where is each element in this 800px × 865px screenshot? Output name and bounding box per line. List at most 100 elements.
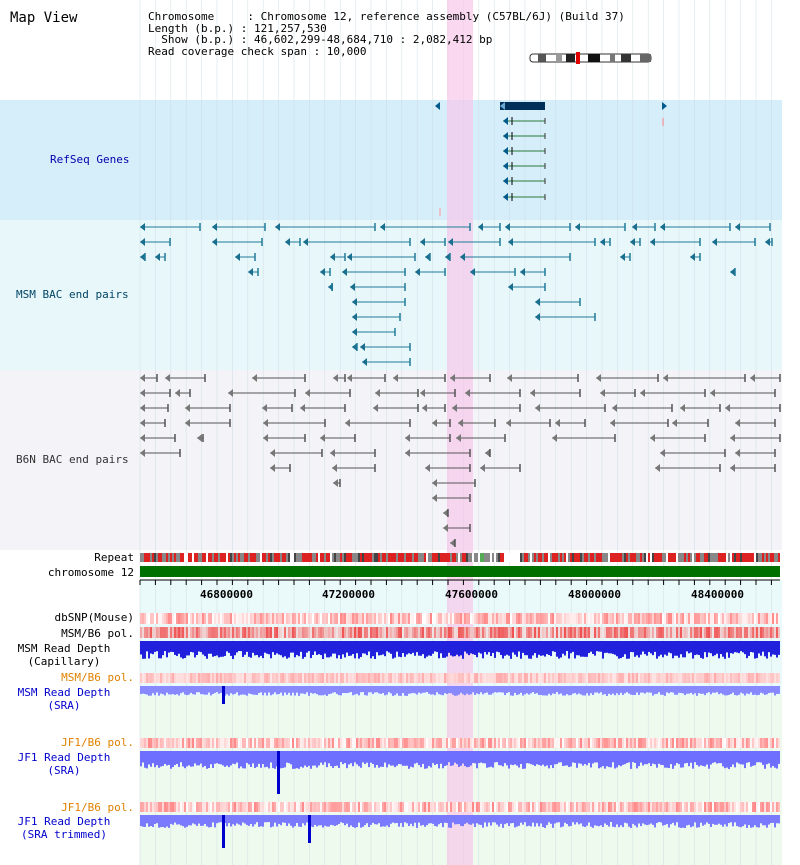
refseq-gene[interactable]	[503, 177, 546, 185]
bac-end-pair[interactable]	[155, 253, 166, 261]
bac-end-pair[interactable]	[422, 404, 446, 412]
bac-end-pair[interactable]	[373, 404, 419, 412]
refseq-gene[interactable]	[503, 132, 546, 140]
bac-end-pair[interactable]	[660, 449, 726, 457]
bac-end-pair[interactable]	[228, 389, 296, 397]
bac-end-pair[interactable]	[300, 404, 346, 412]
bac-end-pair[interactable]	[140, 223, 201, 231]
bac-end-pair[interactable]	[212, 223, 266, 231]
bac-end-pair[interactable]	[175, 389, 191, 397]
bac-end-pair[interactable]	[730, 268, 736, 276]
bac-end-pair[interactable]	[347, 253, 416, 261]
read-depth-track[interactable]	[140, 815, 780, 848]
heatmap-track[interactable]	[140, 738, 780, 748]
bac-end-pair[interactable]	[330, 449, 376, 457]
bac-end-pair[interactable]	[552, 434, 616, 442]
bac-end-pair[interactable]	[140, 374, 158, 382]
bac-end-pair[interactable]	[328, 283, 333, 291]
bac-end-pair[interactable]	[508, 283, 546, 291]
bac-end-pair[interactable]	[530, 389, 581, 397]
bac-end-pair[interactable]	[735, 223, 771, 231]
read-depth-track[interactable]	[140, 686, 780, 704]
bac-end-pair[interactable]	[320, 434, 356, 442]
bac-end-pair[interactable]	[600, 389, 636, 397]
selected-region-highlight[interactable]	[447, 0, 473, 865]
bac-end-pair[interactable]	[575, 223, 626, 231]
bac-end-pair[interactable]	[405, 449, 471, 457]
bac-end-pair[interactable]	[305, 389, 351, 397]
read-depth-track[interactable]	[140, 751, 780, 794]
bac-end-pair[interactable]	[445, 253, 451, 261]
bac-end-pair[interactable]	[448, 238, 501, 246]
bac-end-pair[interactable]	[425, 464, 471, 472]
refseq-gene[interactable]	[662, 102, 667, 110]
bac-end-pair[interactable]	[420, 238, 446, 246]
bac-end-pair[interactable]	[140, 253, 146, 261]
bac-end-pair[interactable]	[235, 253, 256, 261]
bac-end-pair[interactable]	[505, 223, 571, 231]
heatmap-track[interactable]	[140, 627, 780, 638]
chromosome-ideogram[interactable]	[529, 52, 652, 64]
bac-end-pair[interactable]	[480, 464, 521, 472]
bac-end-pair[interactable]	[465, 389, 521, 397]
bac-end-pair[interactable]	[352, 313, 401, 321]
bac-end-pair[interactable]	[478, 223, 501, 231]
bac-end-pair[interactable]	[320, 268, 331, 276]
refseq-gene[interactable]	[503, 117, 546, 125]
bac-end-pair[interactable]	[672, 419, 709, 427]
chromosome-bar[interactable]	[140, 566, 780, 577]
bac-end-pair[interactable]	[640, 389, 706, 397]
bac-end-pair[interactable]	[508, 238, 596, 246]
bac-end-pair[interactable]	[596, 374, 659, 382]
bac-end-pair[interactable]	[262, 404, 293, 412]
bac-end-pair[interactable]	[735, 419, 776, 427]
bac-end-pair[interactable]	[140, 238, 171, 246]
bac-end-pair[interactable]	[415, 268, 446, 276]
bac-end-pair[interactable]	[620, 253, 631, 261]
bac-end-pair[interactable]	[432, 419, 451, 427]
bac-end-pair[interactable]	[765, 238, 773, 246]
bac-end-pair[interactable]	[450, 539, 456, 547]
bac-end-pair[interactable]	[333, 374, 346, 382]
bac-end-pair[interactable]	[252, 374, 306, 382]
bac-end-pair[interactable]	[263, 419, 326, 427]
bac-end-pair[interactable]	[712, 238, 756, 246]
bac-end-pair[interactable]	[345, 419, 411, 427]
bac-end-pair[interactable]	[750, 374, 781, 382]
refseq-gene[interactable]	[435, 102, 440, 110]
bac-end-pair[interactable]	[140, 434, 176, 442]
bac-end-pair[interactable]	[452, 404, 521, 412]
refseq-gene[interactable]	[500, 102, 545, 110]
bac-end-pair[interactable]	[352, 343, 358, 351]
read-depth-track[interactable]	[140, 641, 780, 659]
bac-end-pair[interactable]	[420, 389, 456, 397]
bac-end-pair[interactable]	[332, 464, 376, 472]
bac-end-pair[interactable]	[535, 313, 596, 321]
bac-end-pair[interactable]	[140, 449, 181, 457]
bac-end-pair[interactable]	[140, 389, 171, 397]
bac-end-pair[interactable]	[425, 253, 431, 261]
bac-end-pair[interactable]	[535, 298, 581, 306]
bac-end-pair[interactable]	[450, 374, 491, 382]
bac-end-pair[interactable]	[632, 223, 656, 231]
bac-end-pair[interactable]	[507, 374, 579, 382]
bac-end-pair[interactable]	[263, 434, 306, 442]
bac-end-pair[interactable]	[655, 464, 721, 472]
bac-end-pair[interactable]	[610, 419, 669, 427]
bac-end-pair[interactable]	[285, 238, 301, 246]
bac-end-pair[interactable]	[520, 268, 546, 276]
bac-end-pair[interactable]	[350, 283, 406, 291]
bac-end-pair[interactable]	[330, 253, 346, 261]
bac-end-pair[interactable]	[375, 389, 419, 397]
bac-end-pair[interactable]	[725, 404, 781, 412]
heatmap-track[interactable]	[140, 673, 780, 683]
bac-end-pair[interactable]	[405, 434, 451, 442]
bac-end-pair[interactable]	[380, 223, 471, 231]
bac-end-pair[interactable]	[140, 419, 166, 427]
bac-end-pair[interactable]	[458, 419, 496, 427]
bac-end-pair[interactable]	[352, 298, 406, 306]
heatmap-track[interactable]	[140, 802, 780, 812]
bac-end-pair[interactable]	[730, 434, 781, 442]
bac-end-pair[interactable]	[460, 253, 571, 261]
